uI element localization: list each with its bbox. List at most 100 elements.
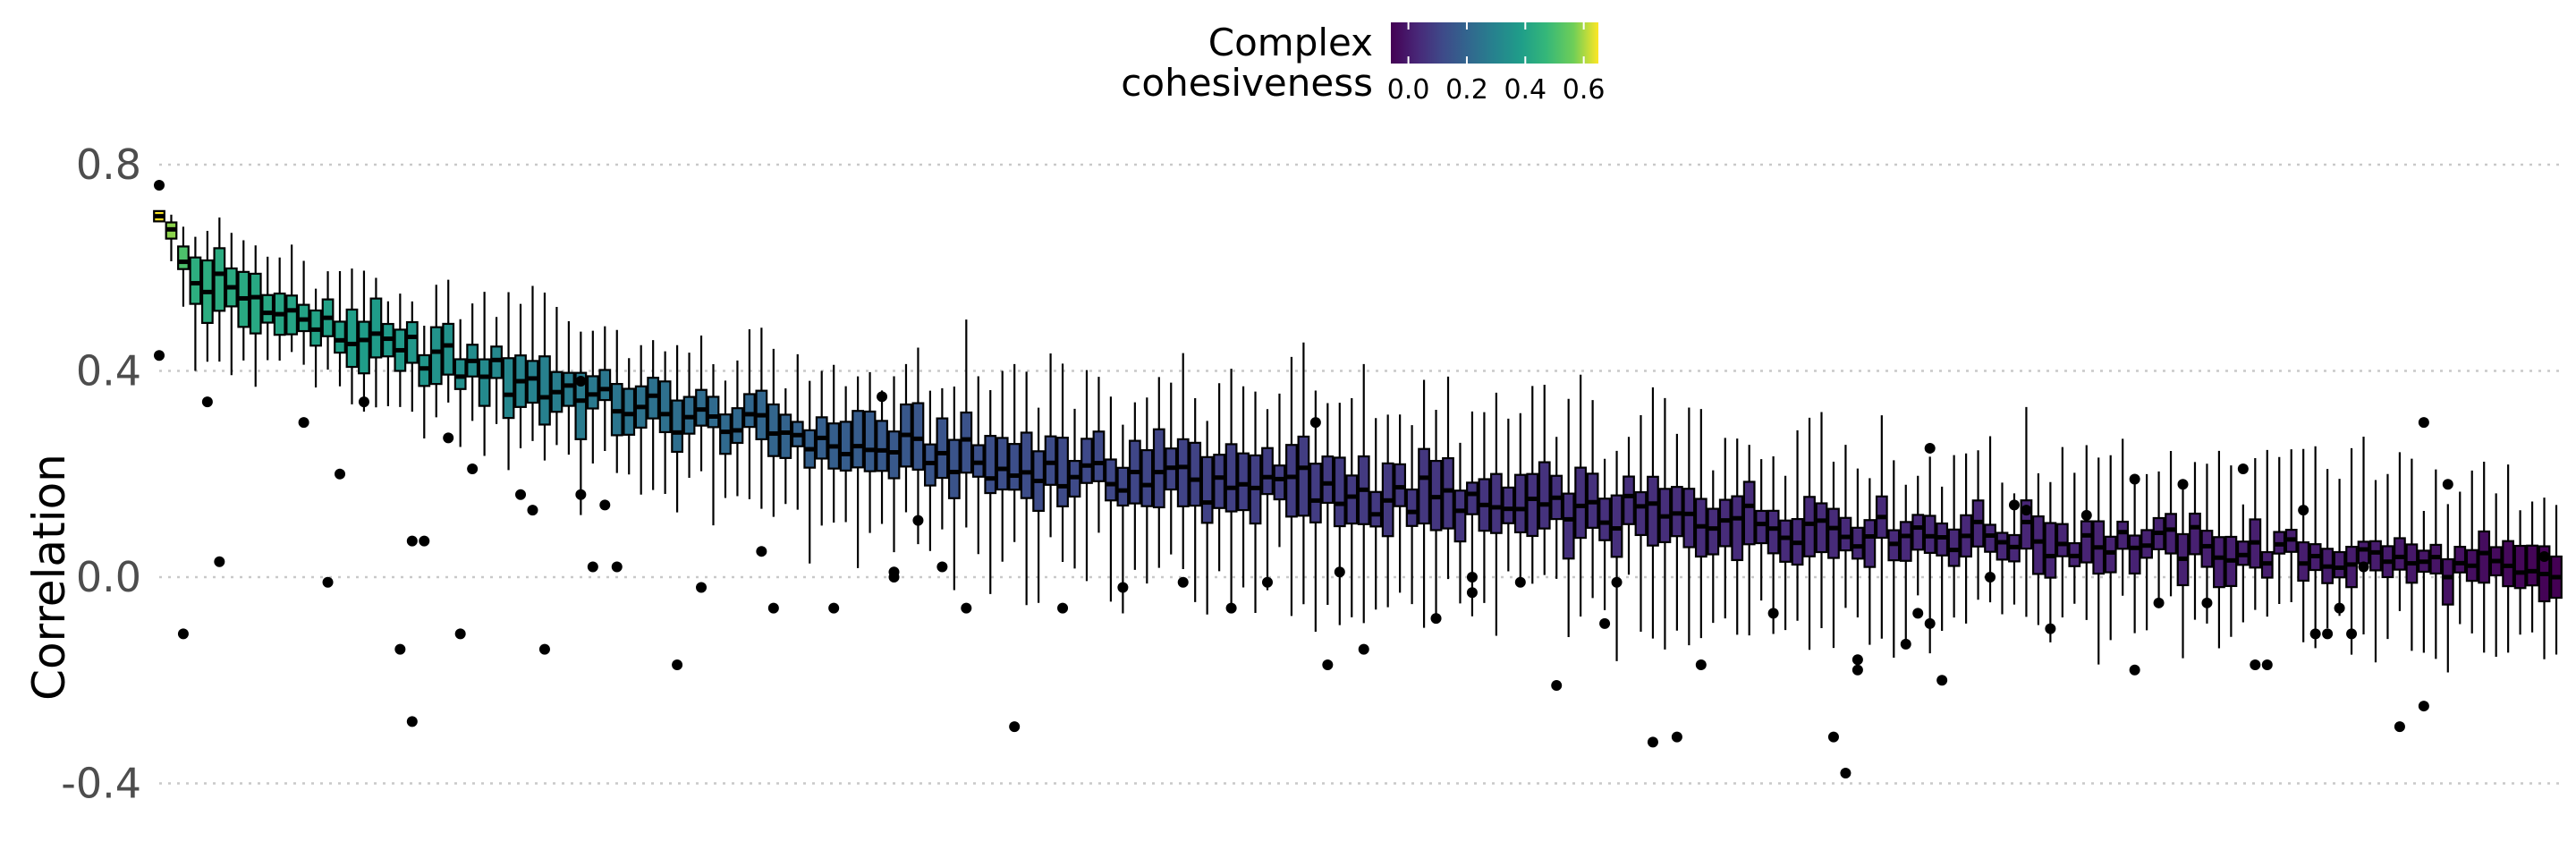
outlier-point [1466, 572, 1478, 583]
box-group [1080, 370, 1093, 582]
box-group [743, 329, 756, 499]
box-group [2381, 473, 2394, 640]
box [936, 417, 949, 480]
box-group [1899, 484, 1912, 648]
box-group [1550, 437, 1563, 579]
box [1309, 463, 1322, 523]
box-group [429, 285, 443, 418]
box-group [418, 325, 431, 438]
box [960, 411, 973, 474]
outlier-point [961, 602, 972, 614]
box-group [1875, 415, 1888, 639]
box-group [1731, 438, 1744, 635]
outlier-point [2045, 623, 2056, 634]
box [1213, 454, 1226, 509]
outlier-point [2358, 561, 2369, 573]
box [1839, 516, 1852, 552]
box [1647, 475, 1659, 547]
box-group [1309, 390, 1322, 632]
box-group [947, 386, 961, 591]
box [2513, 544, 2527, 590]
box [478, 358, 491, 407]
box [1984, 523, 1996, 553]
box-group [1176, 353, 1190, 570]
grid-lines [159, 163, 2565, 785]
outlier-point [599, 499, 611, 511]
outlier-point [298, 417, 309, 429]
box-group [2032, 472, 2045, 625]
box-group [2405, 458, 2419, 651]
box-group [2345, 447, 2358, 655]
outlier-point [767, 602, 779, 614]
box-group [2224, 465, 2238, 637]
box-group [1369, 418, 1383, 610]
box-group [2453, 491, 2467, 625]
outlier-point [1936, 675, 1948, 686]
box-group [960, 319, 973, 528]
outlier-point [877, 391, 888, 403]
outlier-point [1009, 721, 1021, 733]
box-group [285, 244, 299, 353]
box [405, 320, 419, 364]
outlier-point [575, 376, 587, 387]
box-group [2249, 457, 2262, 610]
box-group [1815, 412, 1828, 629]
box-group [2104, 455, 2117, 641]
box [1285, 444, 1298, 518]
box [1755, 509, 1768, 545]
outlier-point [467, 463, 479, 474]
outlier-point [1985, 572, 1996, 583]
box-group [1538, 385, 1551, 575]
outlier-point [1852, 654, 1863, 666]
box [442, 322, 455, 376]
outlier-point [214, 556, 225, 567]
box-group [405, 301, 419, 412]
outlier-point [2129, 473, 2140, 485]
outlier-point [2177, 479, 2189, 490]
box-group [996, 370, 1009, 562]
box [1140, 448, 1154, 507]
box-group [538, 293, 551, 461]
outlier-point [1840, 767, 1852, 778]
box [887, 430, 901, 480]
box [1574, 466, 1588, 540]
box [1405, 488, 1419, 527]
box [707, 395, 720, 429]
outlier-point [406, 535, 418, 547]
box-group [189, 236, 202, 371]
box [839, 421, 852, 472]
outlier-point [575, 489, 587, 500]
outlier-point [177, 628, 189, 640]
box [1273, 464, 1286, 501]
box-group [2236, 504, 2250, 623]
outlier-point [419, 535, 430, 547]
box [1899, 521, 1912, 562]
box [1610, 494, 1623, 558]
outlier-point [2538, 550, 2550, 562]
box [743, 393, 756, 429]
box-group [1321, 403, 1335, 606]
outlier-point [2237, 463, 2249, 474]
box [285, 294, 299, 336]
box [1176, 438, 1190, 507]
box-group [394, 293, 407, 407]
box-group [2321, 469, 2334, 629]
box-group [165, 214, 178, 261]
outlier-point [2021, 505, 2032, 516]
box-group [1779, 475, 1792, 631]
box-group [273, 257, 286, 361]
box [1682, 488, 1696, 549]
box-group [984, 389, 997, 594]
legend-tick-label: 0.6 [1563, 74, 1606, 106]
box [779, 413, 792, 459]
legend-tick-label: 0.2 [1445, 74, 1488, 106]
box-group [309, 288, 322, 387]
legend-title-line-2: cohesiveness [1121, 61, 1373, 105]
box-group [2165, 451, 2177, 597]
outlier-point [2442, 479, 2453, 490]
box [2200, 530, 2214, 568]
outlier-point [1117, 582, 1129, 593]
box-group [1394, 414, 1407, 593]
box [345, 308, 359, 369]
box [2441, 557, 2454, 606]
